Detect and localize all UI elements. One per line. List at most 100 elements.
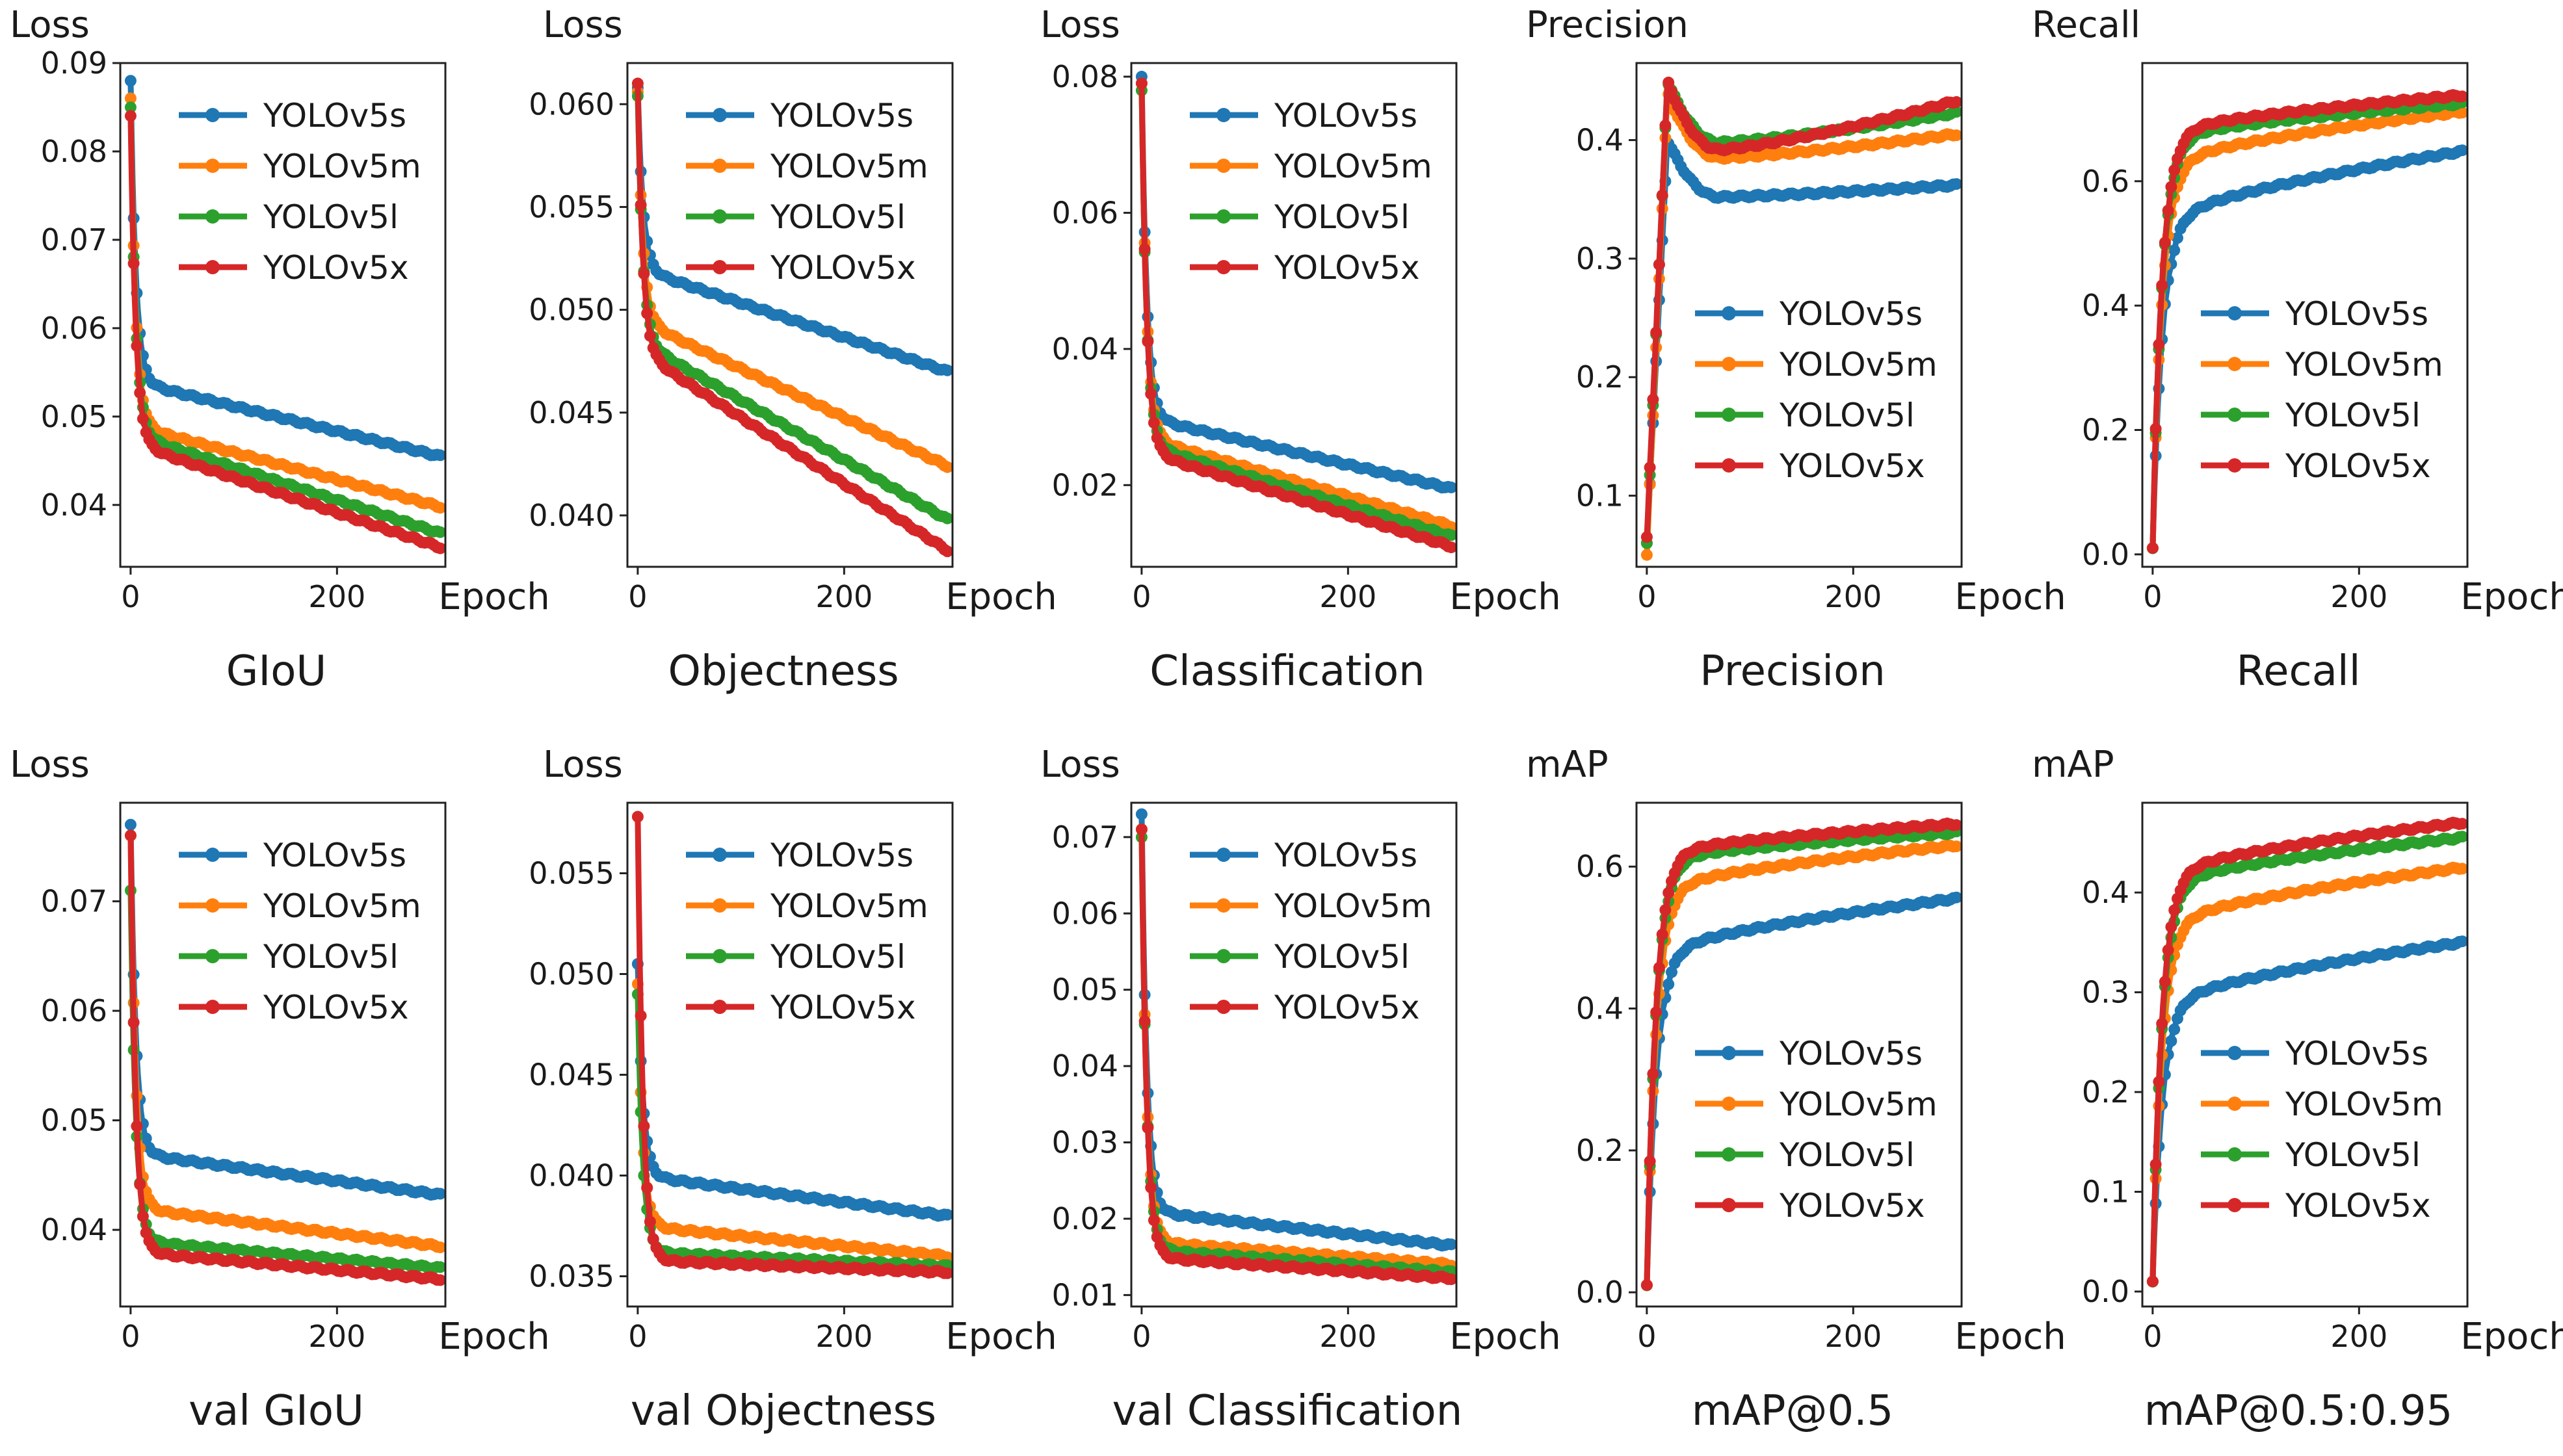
y-tick-label: 0.060 [529,86,614,122]
series-point-yolov5s [124,818,137,831]
legend-marker-yolov5m [205,898,220,913]
series-point-yolov5x [1659,904,1672,916]
series-point-yolov5x [1650,326,1663,339]
series-point-yolov5x [1145,387,1157,400]
legend-label-yolov5l: YOLOv5l [263,198,399,236]
series-point-yolov5s [2168,244,2181,257]
series-point-yolov5x [635,199,647,211]
series-point-yolov5x [2153,1076,2165,1088]
series-point-yolov5x [2153,339,2165,351]
y-tick-label: 0.06 [1052,195,1118,230]
chart-title: val GIoU [189,1387,364,1435]
legend-marker-yolov5x [205,260,220,274]
legend-marker-yolov5m [1216,898,1231,913]
legend-label-yolov5s: YOLOv5s [770,837,913,874]
series-point-yolov5x [2162,944,2174,956]
legend-label-yolov5x: YOLOv5x [1779,1187,1925,1225]
legend-marker-yolov5x [1722,1198,1736,1212]
legend: YOLOv5s YOLOv5m YOLOv5l YOLOv5x [686,97,928,287]
series-point-yolov5x [1142,1122,1154,1134]
y-tick-label: 0.050 [529,957,614,992]
series-point-yolov5x [131,340,143,352]
series-point-yolov5x [631,77,644,90]
y-tick-label: 0.3 [2082,975,2129,1010]
series-point-yolov5x [2456,90,2467,103]
x-axis-label: Epoch [2460,1316,2563,1358]
legend-marker-yolov5m [1722,357,1736,371]
chart-giou: 0.04 0.05 0.06 0.07 0.08 0.09 0 200 Loss Epoch GIo… [10,4,550,696]
y-tick-label: 0.01 [1052,1277,1118,1312]
legend-label-yolov5s: YOLOv5s [2285,1035,2428,1072]
legend-marker-yolov5x [1722,458,1736,473]
legend-label-yolov5x: YOLOv5x [2285,447,2431,485]
y-tick-label: 0.08 [41,134,107,169]
x-tick-label: 200 [1319,579,1376,614]
series-point-yolov5m [434,1242,445,1253]
x-tick-label: 200 [2330,579,2387,614]
series-point-yolov5x [434,1274,445,1286]
series-point-yolov5x [941,545,953,558]
chart-val-objectness: 0.035 0.040 0.045 0.050 0.055 0 200 Loss Epochva… [529,744,1057,1435]
legend-marker-yolov5l [2228,408,2242,422]
plot-frame [119,801,447,1308]
series-point-yolov5x [2168,904,2181,916]
y-axis-label: Loss [10,744,90,786]
series-group [1135,808,1456,1286]
x-tick-label: 200 [815,1319,873,1354]
y-axis-label: Loss [543,744,623,786]
legend-marker-yolov5m [713,898,727,913]
y-tick-label: 0.07 [41,222,107,257]
series-point-yolov5x [1135,77,1148,90]
series-group [1135,70,1456,554]
y-tick-label: 0.055 [529,856,614,891]
y-tick-label: 0.04 [41,1212,107,1247]
series-point-yolov5x [134,387,146,399]
series-point-yolov5s [1666,966,1677,978]
series-point-yolov5s [941,1208,953,1221]
series-point-yolov5x [127,1017,140,1028]
legend-label-yolov5x: YOLOv5x [770,249,916,287]
series-point-yolov5l [1951,106,1962,118]
legend-label-yolov5l: YOLOv5l [1274,938,1410,976]
series-point-yolov5x [1135,823,1148,835]
series-point-yolov5x [2456,818,2467,830]
series-point-yolov5x [638,268,650,280]
plot-frame [626,62,954,568]
y-tick-label: 0.6 [1576,849,1623,884]
y-tick-label: 0.06 [41,993,107,1028]
series-point-yolov5m [2456,107,2467,119]
x-axis-label: Epoch [945,576,1057,618]
series-point-yolov5x [1445,541,1456,554]
series-point-yolov5x [1656,928,1668,941]
legend-label-yolov5m: YOLOv5m [1779,346,1938,384]
y-tick-label: 0.04 [1052,1048,1118,1084]
plot-frame [1635,62,1963,568]
legend-marker-yolov5s [1722,306,1736,320]
legend-marker-yolov5l [713,949,727,963]
y-tick-label: 0.050 [529,292,614,328]
legend: YOLOv5s YOLOv5m YOLOv5l YOLOv5x [1190,837,1432,1026]
legend-marker-yolov5m [2228,1097,2242,1111]
series-point-yolov5s [140,1132,152,1145]
legend: YOLOv5s YOLOv5m YOLOv5l YOLOv5x [2201,295,2443,485]
legend-label-yolov5s: YOLOv5s [2285,295,2428,333]
legend-marker-yolov5s [205,848,220,862]
legend-marker-yolov5s [1216,848,1231,862]
chart-title: Objectness [668,647,899,696]
legend-label-yolov5m: YOLOv5m [2285,346,2443,384]
y-tick-label: 0.08 [1052,59,1118,94]
series-point-yolov5l [124,101,137,114]
x-tick-label: 200 [2330,1319,2387,1354]
legend-label-yolov5m: YOLOv5m [770,887,928,925]
y-tick-label: 0.055 [529,189,614,224]
legend: YOLOv5s YOLOv5m YOLOv5l YOLOv5x [1190,97,1432,287]
legend-label-yolov5x: YOLOv5x [1274,989,1420,1026]
series-point-yolov5s [2165,1035,2177,1047]
y-tick-label: 0.0 [2082,1274,2129,1309]
legend-label-yolov5s: YOLOv5s [263,837,406,874]
plot-frame [1130,62,1458,568]
series-point-yolov5l [2456,831,2467,843]
legend-marker-yolov5s [713,848,727,862]
y-tick-label: 0.0 [2082,537,2129,572]
series-point-yolov5x [1644,462,1656,474]
